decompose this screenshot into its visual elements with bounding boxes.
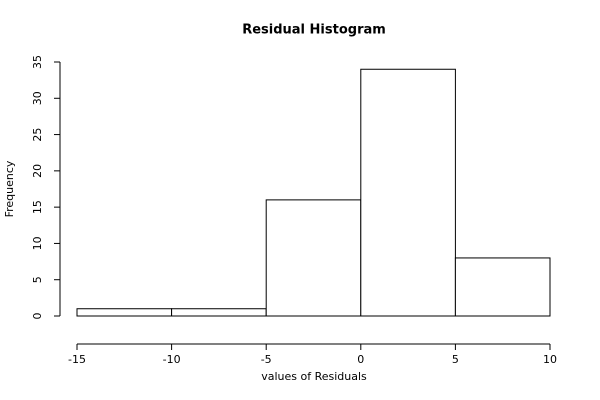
x-axis-label: values of Residuals bbox=[261, 370, 367, 383]
y-tick-label: 35 bbox=[31, 55, 44, 69]
y-axis-label: Frequency bbox=[3, 160, 16, 217]
x-tick-label: -5 bbox=[261, 353, 272, 366]
x-tick-label: 5 bbox=[452, 353, 459, 366]
chart-title: Residual Histogram bbox=[242, 23, 386, 38]
y-tick-label: 30 bbox=[31, 91, 44, 105]
y-tick-label: 0 bbox=[31, 313, 44, 320]
y-tick-label: 5 bbox=[31, 276, 44, 283]
y-tick-label: 20 bbox=[31, 164, 44, 178]
bar bbox=[454, 257, 551, 317]
y-tick-label: 10 bbox=[31, 236, 44, 250]
x-tick-label: 10 bbox=[543, 353, 557, 366]
bar bbox=[76, 308, 173, 317]
bar bbox=[360, 68, 456, 317]
bar bbox=[265, 199, 362, 317]
y-tick-label: 25 bbox=[31, 128, 44, 142]
x-tick-label: -10 bbox=[163, 353, 181, 366]
bar bbox=[171, 308, 267, 317]
x-tick-label: -15 bbox=[68, 353, 86, 366]
x-tick-label: 0 bbox=[357, 353, 364, 366]
y-tick-label: 15 bbox=[31, 200, 44, 214]
